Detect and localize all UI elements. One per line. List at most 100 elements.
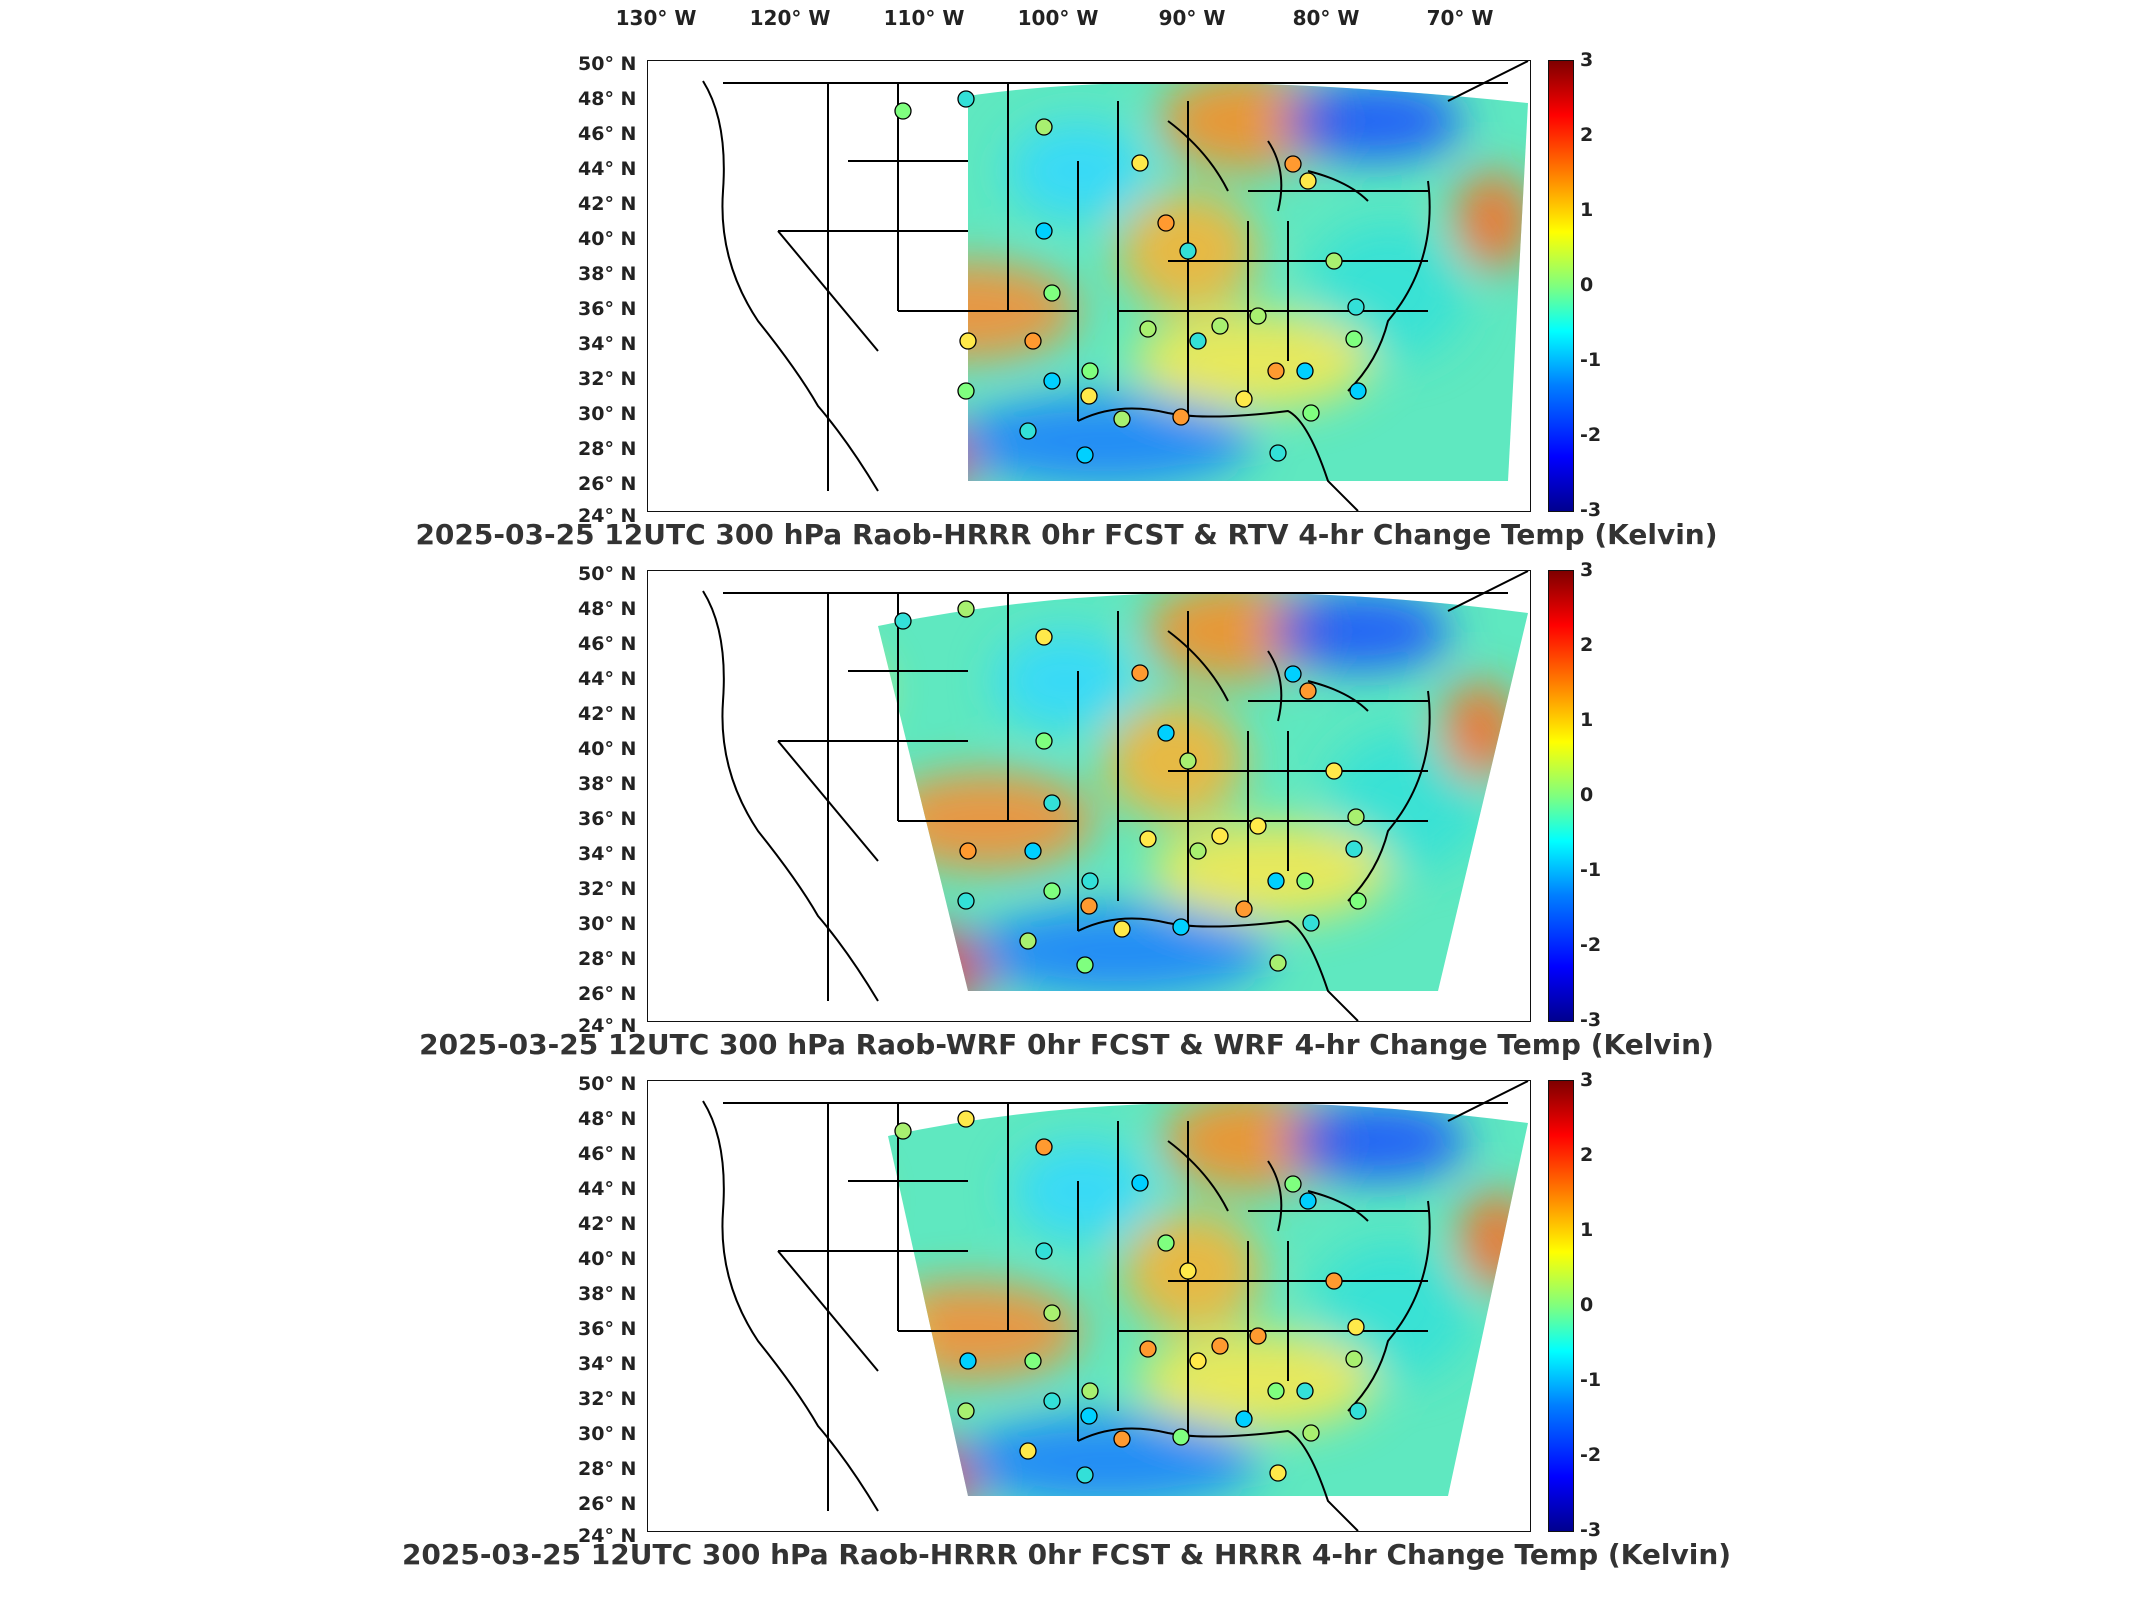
raob-station-marker <box>957 1402 975 1420</box>
raob-station-marker <box>957 600 975 618</box>
raob-station-marker <box>1139 320 1157 338</box>
colorbar-tick-label: 1 <box>1580 709 1594 731</box>
panel-title: 2025-03-25 12UTC 300 hPa Raob-WRF 0hr FC… <box>419 1028 1714 1061</box>
colorbar-tick-label: -3 <box>1580 1009 1602 1031</box>
lat-label: 30° N <box>578 912 637 935</box>
raob-station-marker <box>1249 1327 1267 1345</box>
raob-station-marker <box>1269 1464 1287 1482</box>
raob-station-marker <box>1349 892 1367 910</box>
raob-station-marker <box>1296 362 1314 380</box>
raob-station-marker <box>1299 682 1317 700</box>
colorbar-tick-label: 0 <box>1580 1294 1594 1316</box>
raob-station-marker <box>1043 1304 1061 1322</box>
raob-station-marker <box>1179 752 1197 770</box>
raob-station-marker <box>1345 1350 1363 1368</box>
temperature-field <box>878 592 1528 992</box>
colorbar-tick-label: 2 <box>1580 634 1594 656</box>
raob-station-marker <box>1043 794 1061 812</box>
raob-station-marker <box>1349 382 1367 400</box>
raob-station-marker <box>1113 920 1131 938</box>
colorbar-tick-label: -2 <box>1580 424 1602 446</box>
raob-station-marker <box>1019 932 1037 950</box>
raob-station-marker <box>1081 1382 1099 1400</box>
raob-station-marker <box>1189 332 1207 350</box>
raob-station-marker <box>1172 918 1190 936</box>
lat-label: 38° N <box>578 772 637 795</box>
temperature-field <box>888 1102 1528 1497</box>
raob-station-marker <box>1235 900 1253 918</box>
lat-label: 24° N <box>578 505 637 527</box>
raob-station-marker <box>1076 956 1094 974</box>
raob-station-marker <box>959 332 977 350</box>
raob-station-marker <box>1131 664 1149 682</box>
raob-station-marker <box>1139 1340 1157 1358</box>
lon-label: 120° W <box>749 6 831 30</box>
raob-station-marker <box>1035 628 1053 646</box>
lat-label: 44° N <box>578 157 637 180</box>
raob-station-marker <box>1211 317 1229 335</box>
raob-station-marker <box>1024 842 1042 860</box>
colorbar-tick-label: 3 <box>1580 49 1594 71</box>
colorbar-tick-label: -1 <box>1580 1369 1602 1391</box>
raob-station-marker <box>1302 914 1320 932</box>
lat-label: 36° N <box>578 297 637 320</box>
lon-label: 130° W <box>615 6 697 30</box>
raob-station-marker <box>1267 1382 1285 1400</box>
lat-label: 40° N <box>578 737 637 760</box>
raob-station-marker <box>1296 1382 1314 1400</box>
raob-station-marker <box>1035 118 1053 136</box>
raob-station-marker <box>959 1352 977 1370</box>
lat-label: 44° N <box>578 1177 637 1200</box>
raob-station-marker <box>1284 665 1302 683</box>
lat-label: 42° N <box>578 1212 637 1235</box>
colorbar <box>1548 570 1574 1022</box>
lat-label: 50° N <box>578 53 637 75</box>
colorbar-tick-label: 2 <box>1580 1144 1594 1166</box>
colorbar-tick-label: -2 <box>1580 1444 1602 1466</box>
lat-label: 36° N <box>578 1317 637 1340</box>
lat-label: 50° N <box>578 1073 637 1095</box>
boundary-lines <box>702 1081 1529 1531</box>
raob-station-marker <box>1302 404 1320 422</box>
raob-station-marker <box>1139 830 1157 848</box>
raob-station-marker <box>957 382 975 400</box>
raob-station-marker <box>1080 387 1098 405</box>
raob-station-marker <box>1211 1337 1229 1355</box>
raob-station-marker <box>1347 298 1365 316</box>
raob-station-marker <box>1043 372 1061 390</box>
raob-station-marker <box>1347 1318 1365 1336</box>
raob-station-marker <box>1113 410 1131 428</box>
colorbar-tick-label: -3 <box>1580 1519 1602 1541</box>
raob-station-marker <box>1299 172 1317 190</box>
raob-station-marker <box>1325 252 1343 270</box>
raob-station-marker <box>1024 1352 1042 1370</box>
raob-station-marker <box>1296 872 1314 890</box>
lat-label: 50° N <box>578 563 637 585</box>
raob-station-marker <box>1172 1428 1190 1446</box>
raob-stations <box>894 90 1367 464</box>
lon-label: 100° W <box>1017 6 1099 30</box>
raob-station-marker <box>1131 1174 1149 1192</box>
raob-station-marker <box>1267 362 1285 380</box>
colorbar <box>1548 1080 1574 1532</box>
lat-label: 48° N <box>578 1107 637 1130</box>
temperature-map <box>647 1080 1531 1532</box>
lat-label: 28° N <box>578 947 637 970</box>
lat-label: 42° N <box>578 702 637 725</box>
lon-label: 80° W <box>1292 6 1360 30</box>
colorbar-tick-label: 2 <box>1580 124 1594 146</box>
raob-station-marker <box>1035 1138 1053 1156</box>
raob-station-marker <box>1267 872 1285 890</box>
raob-station-marker <box>1081 872 1099 890</box>
raob-station-marker <box>1113 1430 1131 1448</box>
raob-station-marker <box>1325 1272 1343 1290</box>
colorbar-tick-label: 0 <box>1580 784 1594 806</box>
raob-station-marker <box>1024 332 1042 350</box>
lat-label: 46° N <box>578 632 637 655</box>
raob-station-marker <box>1325 762 1343 780</box>
raob-station-marker <box>1211 827 1229 845</box>
raob-station-marker <box>894 612 912 630</box>
colorbar-tick-label: -1 <box>1580 859 1602 881</box>
raob-station-marker <box>1080 1407 1098 1425</box>
raob-station-marker <box>1189 842 1207 860</box>
